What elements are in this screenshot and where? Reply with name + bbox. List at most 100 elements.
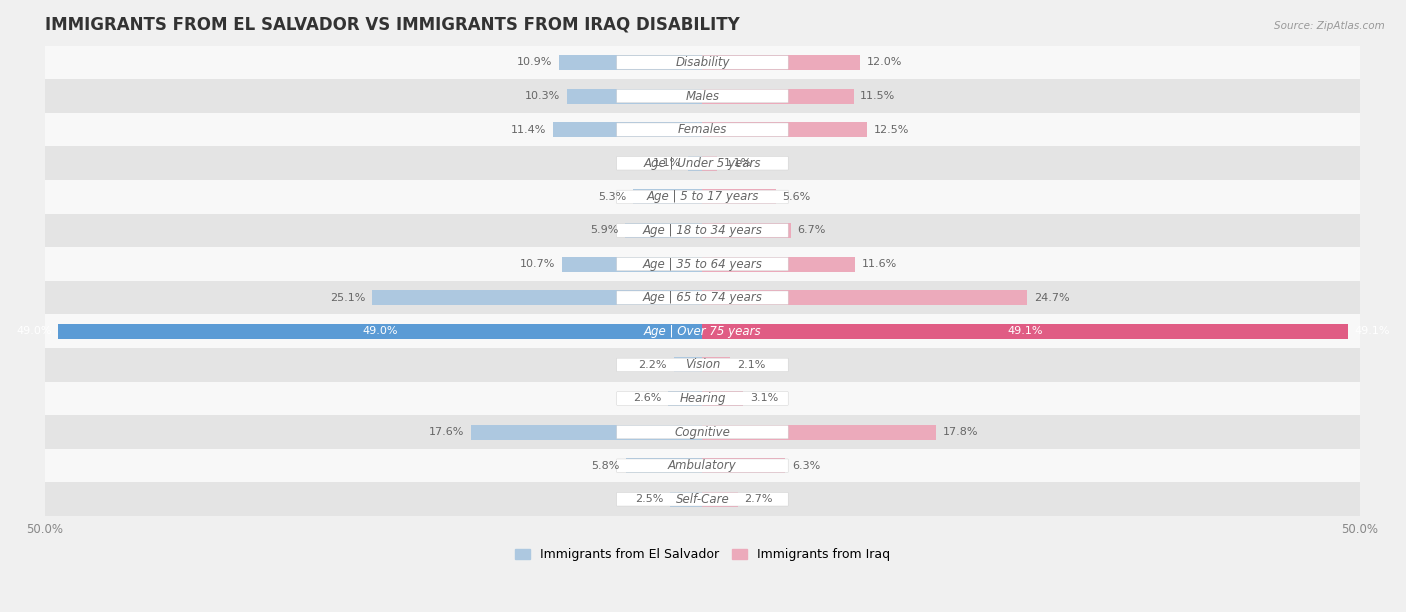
Bar xyxy=(471,425,703,439)
Text: 10.3%: 10.3% xyxy=(526,91,561,101)
Text: 3.1%: 3.1% xyxy=(749,394,778,403)
Bar xyxy=(373,290,703,305)
Text: Age | 65 to 74 years: Age | 65 to 74 years xyxy=(643,291,762,304)
Text: Self-Care: Self-Care xyxy=(675,493,730,506)
Text: 6.3%: 6.3% xyxy=(792,461,820,471)
Bar xyxy=(688,155,703,171)
FancyBboxPatch shape xyxy=(617,392,789,405)
Text: 11.6%: 11.6% xyxy=(862,259,897,269)
Text: 24.7%: 24.7% xyxy=(1033,293,1070,303)
FancyBboxPatch shape xyxy=(617,89,789,103)
Text: 49.0%: 49.0% xyxy=(15,326,52,336)
Text: Cognitive: Cognitive xyxy=(675,425,730,439)
Text: 2.7%: 2.7% xyxy=(745,494,773,504)
Legend: Immigrants from El Salvador, Immigrants from Iraq: Immigrants from El Salvador, Immigrants … xyxy=(510,543,894,566)
Bar xyxy=(668,391,703,406)
Bar xyxy=(669,491,703,507)
Text: 5.8%: 5.8% xyxy=(592,461,620,471)
Text: 17.6%: 17.6% xyxy=(429,427,464,437)
FancyBboxPatch shape xyxy=(617,123,789,136)
Text: 2.1%: 2.1% xyxy=(737,360,765,370)
Bar xyxy=(703,425,936,439)
Bar xyxy=(624,223,703,238)
Bar xyxy=(633,189,703,204)
Bar xyxy=(45,482,1360,516)
Bar xyxy=(45,416,1360,449)
Text: 10.7%: 10.7% xyxy=(520,259,555,269)
Text: 6.7%: 6.7% xyxy=(797,225,825,236)
Text: 11.5%: 11.5% xyxy=(860,91,896,101)
Bar xyxy=(45,315,1360,348)
Text: 49.1%: 49.1% xyxy=(1008,326,1043,336)
Text: 11.4%: 11.4% xyxy=(510,125,546,135)
Bar xyxy=(703,155,717,171)
Bar xyxy=(567,89,703,103)
Text: Source: ZipAtlas.com: Source: ZipAtlas.com xyxy=(1274,21,1385,31)
Text: Hearing: Hearing xyxy=(679,392,725,405)
Bar xyxy=(45,214,1360,247)
Bar xyxy=(703,357,730,373)
Text: Vision: Vision xyxy=(685,359,720,371)
Bar xyxy=(562,256,703,272)
Text: 12.0%: 12.0% xyxy=(868,58,903,67)
FancyBboxPatch shape xyxy=(617,358,789,371)
Text: Females: Females xyxy=(678,123,727,136)
Text: 5.9%: 5.9% xyxy=(591,225,619,236)
Text: 1.1%: 1.1% xyxy=(724,159,752,168)
Bar xyxy=(45,146,1360,180)
Bar xyxy=(45,247,1360,281)
Text: Males: Males xyxy=(686,89,720,103)
Bar xyxy=(553,122,703,137)
Bar xyxy=(703,491,738,507)
Bar xyxy=(703,122,868,137)
Text: Disability: Disability xyxy=(675,56,730,69)
Bar xyxy=(673,357,703,373)
FancyBboxPatch shape xyxy=(617,157,789,170)
FancyBboxPatch shape xyxy=(617,224,789,237)
FancyBboxPatch shape xyxy=(617,190,789,204)
Text: Age | 35 to 64 years: Age | 35 to 64 years xyxy=(643,258,762,271)
Text: 25.1%: 25.1% xyxy=(330,293,366,303)
Bar xyxy=(45,113,1360,146)
Bar xyxy=(560,55,703,70)
FancyBboxPatch shape xyxy=(617,425,789,439)
Bar xyxy=(45,449,1360,482)
Bar xyxy=(58,324,703,339)
Bar xyxy=(703,391,744,406)
Bar xyxy=(45,348,1360,382)
Bar xyxy=(703,223,790,238)
FancyBboxPatch shape xyxy=(617,459,789,472)
Bar xyxy=(45,46,1360,80)
Text: 17.8%: 17.8% xyxy=(943,427,979,437)
Text: Age | 18 to 34 years: Age | 18 to 34 years xyxy=(643,224,762,237)
Text: 12.5%: 12.5% xyxy=(873,125,908,135)
Text: 2.5%: 2.5% xyxy=(634,494,664,504)
Text: 2.6%: 2.6% xyxy=(633,394,662,403)
Text: 1.1%: 1.1% xyxy=(654,159,682,168)
Text: 2.2%: 2.2% xyxy=(638,360,666,370)
Bar xyxy=(703,55,860,70)
Text: Age | Over 75 years: Age | Over 75 years xyxy=(644,325,761,338)
Bar xyxy=(45,180,1360,214)
FancyBboxPatch shape xyxy=(617,258,789,271)
Text: 49.0%: 49.0% xyxy=(363,326,398,336)
Bar xyxy=(703,256,855,272)
Text: 49.1%: 49.1% xyxy=(1354,326,1391,336)
FancyBboxPatch shape xyxy=(617,291,789,304)
Text: IMMIGRANTS FROM EL SALVADOR VS IMMIGRANTS FROM IRAQ DISABILITY: IMMIGRANTS FROM EL SALVADOR VS IMMIGRANT… xyxy=(45,15,740,33)
Text: 5.3%: 5.3% xyxy=(598,192,626,202)
Text: 5.6%: 5.6% xyxy=(783,192,811,202)
Bar xyxy=(703,290,1028,305)
FancyBboxPatch shape xyxy=(617,493,789,506)
Bar xyxy=(703,458,786,473)
Text: 10.9%: 10.9% xyxy=(517,58,553,67)
Bar xyxy=(703,89,853,103)
Text: Ambulatory: Ambulatory xyxy=(668,459,737,472)
Bar xyxy=(703,189,776,204)
Bar xyxy=(45,80,1360,113)
Text: Age | Under 5 years: Age | Under 5 years xyxy=(644,157,761,170)
FancyBboxPatch shape xyxy=(617,56,789,69)
Bar xyxy=(626,458,703,473)
Bar xyxy=(45,281,1360,315)
Bar xyxy=(703,324,1348,339)
